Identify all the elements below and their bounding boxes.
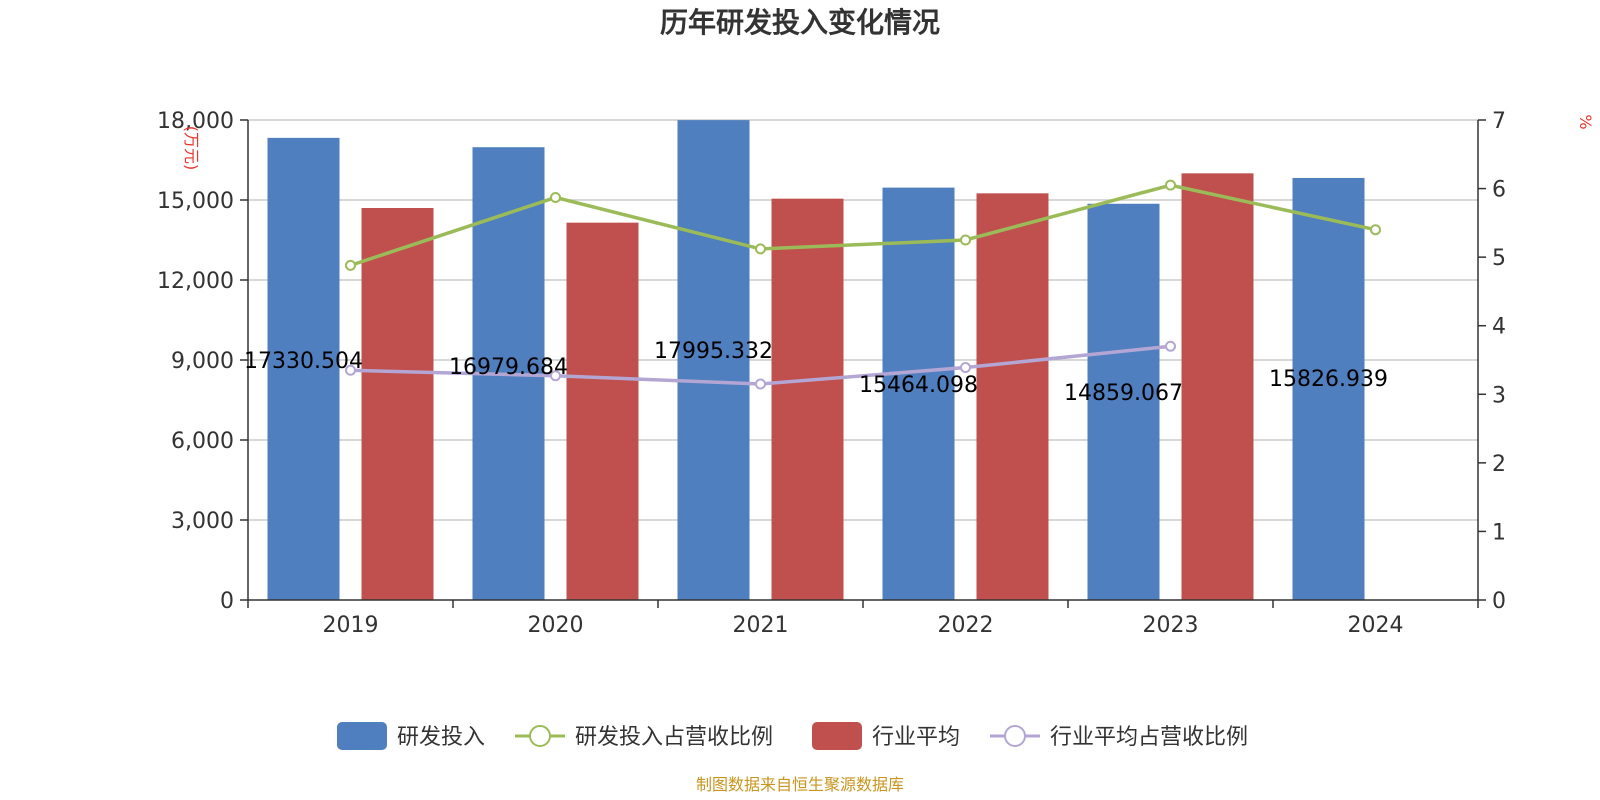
bar-industry-2022	[976, 193, 1049, 601]
x-tick-label: 2024	[1348, 613, 1404, 638]
legend-label-rd: 研发投入	[397, 725, 485, 750]
x-tick-label: 2019	[323, 613, 379, 638]
legend-label-industry: 行业平均	[872, 725, 960, 750]
y-tick-label: 6,000	[171, 429, 234, 454]
y2-tick-label: 2	[1492, 452, 1506, 477]
rd-ratio-point	[755, 243, 766, 255]
industry-ratio-point	[1165, 340, 1176, 352]
bar-industry-2020	[566, 222, 639, 600]
rd-ratio-point	[1370, 224, 1381, 236]
bar-rd-2023	[1087, 203, 1160, 600]
bar-industry-2023	[1181, 173, 1254, 601]
bars	[267, 120, 1365, 601]
rd-ratio-line	[349, 183, 1376, 268]
bar-industry-2019	[361, 208, 434, 600]
data-label-rd-2019: 17330.504	[244, 349, 363, 374]
y-tick-label: 18,000	[157, 109, 234, 134]
y2-tick-label: 7	[1492, 109, 1506, 134]
legend-label-rd-ratio: 研发投入占营收比例	[575, 725, 773, 750]
axes: 0 3,000 6,000 9,000 12,000 15,000 18,000 0 1 2 3 4 5…	[157, 109, 1506, 638]
rd-ratio-point	[1165, 179, 1176, 191]
data-labels: 17330.504 16979.684 17995.332 15464.098 1485…	[244, 339, 1388, 406]
y2-tick-label: 0	[1492, 589, 1506, 614]
y2-tick-label: 4	[1492, 315, 1506, 340]
rd-ratio-point	[345, 259, 356, 271]
legend-marker-rd-ratio	[529, 725, 551, 747]
y2-tick-label: 3	[1492, 383, 1506, 408]
grid	[248, 119, 1478, 521]
y-tick-label: 15,000	[157, 189, 234, 214]
data-label-rd-2024: 15826.939	[1269, 367, 1388, 392]
bar-rd-2021	[677, 120, 750, 600]
industry-ratio-point	[345, 364, 356, 376]
bar-rd-2024	[1292, 177, 1365, 600]
bar-industry-2021	[771, 198, 844, 600]
rd-ratio-point	[550, 191, 561, 203]
bar-rd-2019	[267, 137, 340, 601]
data-label-rd-2022: 15464.098	[859, 373, 978, 398]
y-tick-label: 3,000	[171, 509, 234, 534]
x-tick-label: 2021	[733, 613, 789, 638]
rd-ratio-point	[960, 234, 971, 246]
legend: 研发投入 研发投入占营收比例 行业平均 行业平均占营收比例	[337, 722, 1248, 750]
data-label-rd-2023: 14859.067	[1064, 381, 1183, 406]
y-tick-label: 0	[220, 589, 234, 614]
industry-ratio-point	[755, 378, 766, 390]
x-tick-label: 2023	[1143, 613, 1199, 638]
x-tick-label: 2020	[528, 613, 584, 638]
lines	[345, 179, 1381, 390]
data-label-rd-2020: 16979.684	[449, 355, 568, 380]
legend-label-industry-ratio: 行业平均占营收比例	[1050, 725, 1248, 750]
industry-ratio-point	[550, 370, 561, 382]
y-tick-label: 12,000	[157, 269, 234, 294]
data-label-rd-2021: 17995.332	[654, 339, 773, 364]
chart-title: 历年研发投入变化情况	[660, 6, 940, 39]
y-tick-label: 9,000	[171, 349, 234, 374]
industry-ratio-point	[960, 362, 971, 374]
y-axis-unit: (万元)	[182, 126, 201, 171]
x-tick-label: 2022	[938, 613, 994, 638]
legend-swatch-industry	[812, 722, 862, 750]
legend-swatch-rd	[337, 722, 387, 750]
y2-tick-label: 5	[1492, 246, 1506, 271]
footer-source: 制图数据来自恒生聚源数据库	[696, 775, 904, 794]
y2-axis-unit: %	[1576, 114, 1595, 129]
bar-rd-2022	[882, 187, 955, 600]
legend-marker-industry-ratio	[1004, 725, 1026, 747]
y2-tick-label: 6	[1492, 178, 1506, 203]
y2-tick-label: 1	[1492, 520, 1506, 545]
